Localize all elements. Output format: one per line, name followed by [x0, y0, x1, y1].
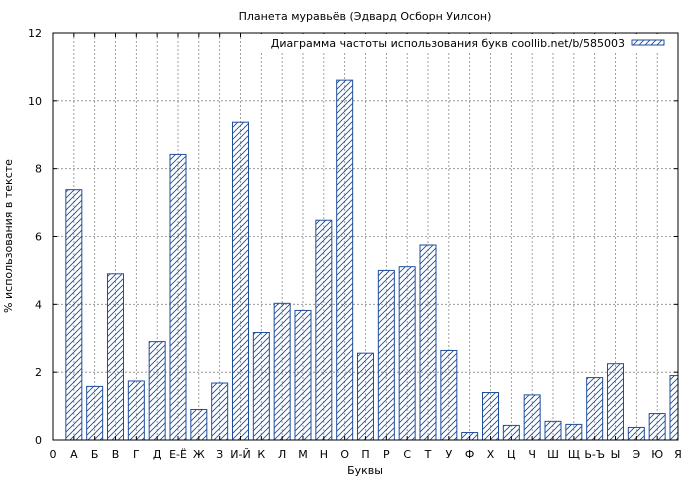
x-tick-label: Ш — [547, 448, 559, 461]
chart-title: Планета муравьёв (Эдвард Осборн Уилсон) — [239, 10, 492, 23]
bar-Ж — [190, 408, 208, 441]
x-tick-label: Ю — [651, 448, 663, 461]
x-tick-label: Э — [632, 448, 640, 461]
legend: Диаграмма частоты использования букв coo… — [242, 34, 675, 52]
x-tick-label: Е-Ё — [169, 448, 187, 461]
x-tick-label: И-Й — [230, 448, 250, 461]
legend-label: Диаграмма частоты использования букв coo… — [271, 37, 625, 50]
x-tick-label: Щ — [568, 448, 580, 461]
x-tick-label: Б — [91, 448, 99, 461]
bar-Б — [86, 385, 104, 441]
bar-Я — [669, 375, 679, 441]
bar-М — [294, 309, 312, 441]
x-tick-label: В — [112, 448, 120, 461]
bar-Г — [127, 380, 145, 441]
bar-И-Й — [232, 121, 249, 441]
y-tick-label: 10 — [28, 95, 42, 108]
y-tick-label: 8 — [35, 163, 42, 176]
x-tick-label: М — [298, 448, 308, 461]
x-origin-label: 0 — [50, 448, 57, 461]
x-tick-label: Г — [133, 448, 140, 461]
x-tick-label: Р — [383, 448, 390, 461]
legend-swatch — [631, 39, 665, 46]
x-tick-label: З — [216, 448, 223, 461]
bar-А — [65, 189, 83, 441]
x-tick-label: Ч — [528, 448, 536, 461]
x-tick-label: Ц — [507, 448, 516, 461]
x-tick-label: Ы — [611, 448, 621, 461]
x-tick-label: Д — [153, 448, 162, 461]
x-tick-label: Ь-Ъ — [584, 448, 605, 461]
x-tick-label: Ф — [465, 448, 474, 461]
bar-У — [440, 349, 458, 441]
grid-lines — [53, 33, 679, 440]
bar-О — [336, 79, 354, 441]
x-tick-label: С — [403, 448, 411, 461]
bar-Ч — [523, 394, 541, 441]
y-tick-label: 0 — [35, 434, 42, 447]
x-tick-label: У — [445, 448, 452, 461]
bar-В — [107, 273, 124, 441]
x-tick-label: Х — [487, 448, 495, 461]
legend-background — [242, 34, 675, 52]
bar-С — [398, 266, 416, 441]
x-tick-label: Ж — [193, 448, 205, 461]
x-tick-label: Л — [278, 448, 286, 461]
bar-Н — [315, 219, 333, 441]
x-tick-label: Я — [674, 448, 682, 461]
y-tick-label: 2 — [35, 366, 42, 379]
y-tick-label: 6 — [35, 231, 42, 244]
bar-Р — [377, 269, 395, 441]
bar-Л — [273, 302, 291, 441]
bar-Т — [419, 244, 437, 441]
x-tick-label: Н — [320, 448, 328, 461]
bar-Х — [482, 392, 499, 441]
x-tick-label: О — [340, 448, 349, 461]
y-axis-label: % использования в тексте — [2, 159, 15, 313]
bar-Е-Ё — [169, 153, 187, 441]
bar-Ь-Ъ — [586, 377, 604, 441]
bars-group — [65, 79, 679, 441]
y-tick-label: 12 — [28, 27, 42, 40]
bar-Ы — [607, 363, 624, 441]
x-axis-label: Буквы — [347, 464, 383, 477]
x-tick-label: Т — [424, 448, 432, 461]
x-tick-label: П — [361, 448, 369, 461]
y-tick-label: 4 — [35, 298, 42, 311]
x-tick-label: К — [257, 448, 265, 461]
bar-П — [357, 352, 374, 441]
bar-З — [211, 382, 229, 441]
bar-К — [252, 331, 270, 441]
bar-Д — [148, 341, 166, 441]
x-tick-label: А — [70, 448, 78, 461]
